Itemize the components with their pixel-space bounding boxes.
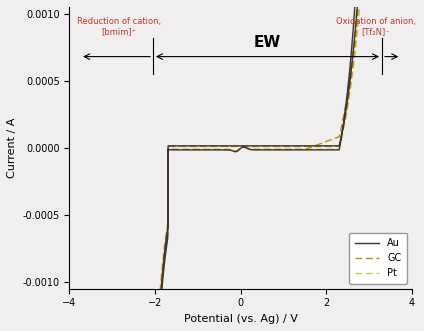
Au (296, 144, 301, 148)
Text: Reduction of cation,: Reduction of cation, (77, 17, 161, 26)
Text: Oxidation of anion,: Oxidation of anion, (335, 17, 416, 26)
Line: Pt: Pt (134, 0, 391, 331)
Legend: Au, GC, Pt: Au, GC, Pt (349, 233, 407, 284)
Line: GC: GC (134, 0, 391, 331)
GC (296, 144, 301, 148)
GC (229, 148, 234, 152)
Au (229, 148, 234, 152)
Pt (229, 148, 234, 152)
Text: EW: EW (254, 35, 281, 50)
X-axis label: Potential (vs. Ag) / V: Potential (vs. Ag) / V (184, 314, 298, 324)
Y-axis label: Current / A: Current / A (7, 118, 17, 178)
Text: [Tf₂N]⁻: [Tf₂N]⁻ (361, 27, 390, 36)
Text: [bmim]⁺: [bmim]⁺ (101, 27, 136, 36)
Pt (296, 145, 301, 149)
GC (156, 323, 161, 327)
Pt (156, 310, 161, 314)
Au (156, 329, 161, 331)
Line: Au: Au (134, 0, 391, 331)
GC (355, 0, 360, 2)
